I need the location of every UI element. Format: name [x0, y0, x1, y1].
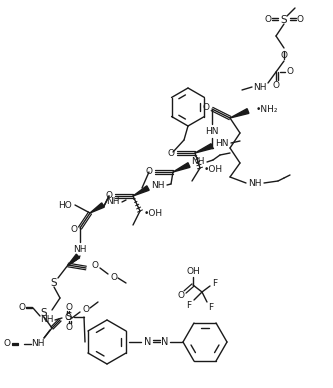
- Text: O: O: [106, 192, 113, 201]
- Text: NH: NH: [151, 180, 165, 189]
- Polygon shape: [230, 109, 249, 118]
- Text: O: O: [296, 16, 303, 24]
- Text: O: O: [66, 303, 73, 312]
- Text: S: S: [66, 312, 72, 322]
- Text: N: N: [161, 337, 169, 347]
- Text: NH: NH: [106, 197, 120, 206]
- Text: O: O: [202, 102, 209, 111]
- Text: O: O: [286, 68, 293, 76]
- Text: NH: NH: [253, 83, 267, 92]
- Text: HN: HN: [215, 139, 229, 147]
- Text: O: O: [92, 260, 99, 270]
- Polygon shape: [195, 144, 213, 153]
- Text: NH: NH: [248, 178, 262, 187]
- Text: O: O: [4, 340, 11, 348]
- Text: •OH: •OH: [144, 210, 163, 218]
- Polygon shape: [68, 254, 80, 265]
- Text: NH: NH: [73, 244, 87, 253]
- Text: F: F: [186, 300, 191, 310]
- Text: F: F: [212, 279, 217, 288]
- Text: O: O: [167, 149, 174, 158]
- Text: F: F: [208, 303, 213, 312]
- Text: S: S: [41, 308, 47, 318]
- Text: •OH: •OH: [203, 166, 222, 175]
- Text: S: S: [51, 278, 57, 288]
- Text: O: O: [65, 314, 72, 322]
- Text: O: O: [272, 80, 279, 90]
- Text: O: O: [19, 303, 26, 312]
- Text: HN: HN: [205, 126, 219, 135]
- Text: O: O: [71, 225, 78, 234]
- Text: O: O: [177, 291, 184, 300]
- Text: O: O: [66, 322, 73, 331]
- Text: OH: OH: [186, 267, 200, 277]
- Text: NH: NH: [40, 315, 54, 324]
- Polygon shape: [90, 203, 104, 213]
- Text: O: O: [280, 50, 287, 59]
- Polygon shape: [173, 163, 190, 172]
- Text: O: O: [111, 274, 118, 282]
- Text: O: O: [83, 305, 90, 315]
- Text: S: S: [281, 15, 287, 25]
- Polygon shape: [133, 186, 149, 196]
- Text: NH: NH: [31, 340, 45, 348]
- Text: NH: NH: [191, 158, 205, 166]
- Text: O: O: [264, 16, 271, 24]
- Text: N: N: [144, 337, 152, 347]
- Text: HO: HO: [58, 201, 72, 210]
- Text: •NH₂: •NH₂: [256, 104, 278, 114]
- Text: O: O: [146, 168, 153, 177]
